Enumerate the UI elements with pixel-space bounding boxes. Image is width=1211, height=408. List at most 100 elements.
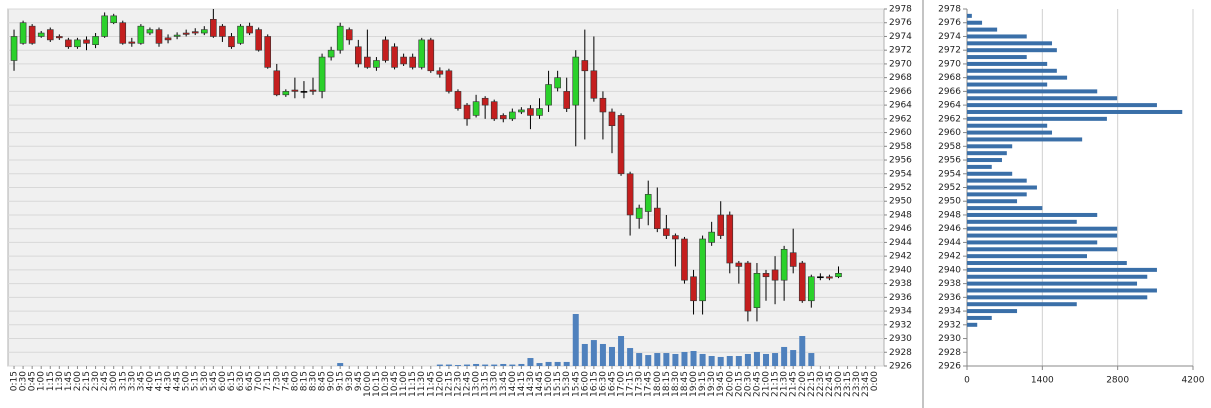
profile-bar bbox=[967, 20, 983, 25]
profile-bar bbox=[967, 240, 1098, 245]
volume-bar bbox=[536, 363, 543, 366]
x-tick-label: 10:45 bbox=[390, 371, 400, 397]
y-tick-label: 2968 bbox=[938, 73, 961, 83]
volume-bar bbox=[627, 348, 634, 366]
candle-body bbox=[273, 70, 281, 96]
y-tick-label: 2952 bbox=[889, 183, 912, 193]
y-tick-label: 2926 bbox=[889, 362, 912, 372]
y-tick-label: 2966 bbox=[938, 87, 961, 97]
profile-bar bbox=[967, 82, 1048, 87]
y-tick-label: 2968 bbox=[889, 73, 912, 83]
x-tick-label: 15:45 bbox=[571, 371, 581, 397]
profile-bar bbox=[967, 144, 1013, 149]
candle-body bbox=[617, 115, 625, 175]
candle-body bbox=[518, 109, 525, 113]
x-tick-label: 17:45 bbox=[644, 371, 654, 397]
candle-body bbox=[644, 194, 652, 212]
x-tick-label: 15:30 bbox=[562, 371, 572, 397]
volume-bar bbox=[491, 364, 498, 366]
y-tick-label: 2948 bbox=[938, 210, 961, 220]
profile-bar bbox=[967, 288, 1157, 293]
profile-bar bbox=[967, 302, 1077, 307]
y-tick-label: 2928 bbox=[889, 348, 912, 358]
y-tick-label: 2926 bbox=[938, 362, 961, 372]
x-tick-label: 22:45 bbox=[825, 371, 835, 397]
volume-bar bbox=[663, 353, 670, 366]
x-tick-label: 16:15 bbox=[589, 371, 599, 397]
candle-body bbox=[210, 18, 217, 37]
x-tick-label: 16:30 bbox=[598, 371, 608, 397]
y-tick-label: 2948 bbox=[889, 210, 912, 220]
profile-bar bbox=[967, 158, 1002, 163]
candle-body bbox=[65, 39, 72, 48]
x-tick-label: 17:00 bbox=[617, 371, 627, 397]
profile-bar bbox=[967, 315, 992, 320]
x-tick-label: 14:15 bbox=[517, 371, 527, 397]
candle-body bbox=[400, 56, 407, 65]
candle-body bbox=[753, 273, 761, 308]
volume-bar bbox=[790, 350, 797, 366]
x-tick-label: 0:15 bbox=[10, 371, 20, 391]
y-tick-label: 2972 bbox=[889, 46, 912, 56]
volume-bar bbox=[563, 361, 570, 366]
x-tick-label: 21:00 bbox=[762, 371, 772, 397]
x-tick-label: 10:00 bbox=[363, 371, 373, 397]
volume-bar bbox=[799, 336, 806, 366]
volume-bar bbox=[681, 351, 688, 366]
x-tick-label: 19:45 bbox=[716, 371, 726, 397]
volume-bar bbox=[473, 363, 480, 366]
candle-body bbox=[391, 46, 398, 68]
y-tick-label: 2962 bbox=[889, 114, 912, 124]
candle-body bbox=[409, 56, 416, 68]
x-tick-label: 13:15 bbox=[481, 371, 491, 397]
candle-body bbox=[255, 29, 262, 51]
profile-bar bbox=[967, 309, 1018, 314]
candle-body bbox=[563, 91, 570, 109]
candle-body bbox=[536, 108, 543, 116]
profile-bar bbox=[967, 164, 992, 169]
x-tick-label: 16:00 bbox=[580, 371, 590, 397]
candle-body bbox=[56, 36, 63, 39]
y-tick-label: 2962 bbox=[938, 114, 961, 124]
volume-bar bbox=[500, 363, 507, 366]
candle-body bbox=[554, 77, 561, 89]
profile-bar bbox=[967, 34, 1027, 39]
candle-body bbox=[83, 39, 90, 44]
x-tick-label: 22:15 bbox=[807, 371, 817, 397]
candle-body bbox=[137, 25, 145, 44]
y-tick-label: 2978 bbox=[938, 5, 961, 15]
candle-body bbox=[228, 36, 235, 48]
candle-body bbox=[789, 252, 797, 267]
profile-bar bbox=[967, 178, 1027, 183]
volume-bar bbox=[445, 364, 452, 366]
y-tick-label: 2942 bbox=[889, 252, 912, 262]
x-tick-label: 11:30 bbox=[417, 371, 427, 397]
candle-body bbox=[835, 273, 842, 278]
candle-body bbox=[590, 70, 598, 99]
profile-bar bbox=[967, 109, 1183, 114]
x-tick-label: 10:30 bbox=[381, 371, 391, 397]
x-tick-label: 0 bbox=[964, 376, 970, 386]
candle-body bbox=[10, 36, 18, 61]
candle-body bbox=[191, 31, 199, 34]
candle-body bbox=[418, 39, 426, 68]
candle-body bbox=[282, 91, 290, 96]
candle-body bbox=[345, 29, 353, 41]
x-tick-label: 2:30 bbox=[91, 371, 101, 391]
candle-body bbox=[663, 228, 670, 236]
profile-bar bbox=[967, 68, 1057, 73]
candle-body bbox=[327, 49, 335, 58]
x-tick-label: 20:00 bbox=[725, 371, 735, 397]
candle-body bbox=[246, 25, 253, 34]
volume-bar bbox=[735, 356, 742, 366]
candle-body bbox=[300, 91, 308, 93]
candle-body bbox=[128, 41, 136, 44]
candle-body bbox=[681, 238, 688, 281]
volume-bar bbox=[464, 364, 471, 366]
x-tick-label: 9:45 bbox=[354, 371, 364, 391]
x-tick-label: 8:15 bbox=[299, 371, 309, 391]
candle-body bbox=[19, 22, 27, 44]
x-tick-label: 6:45 bbox=[245, 371, 255, 391]
candle-body bbox=[717, 214, 725, 236]
x-tick-label: 20:30 bbox=[743, 371, 753, 397]
